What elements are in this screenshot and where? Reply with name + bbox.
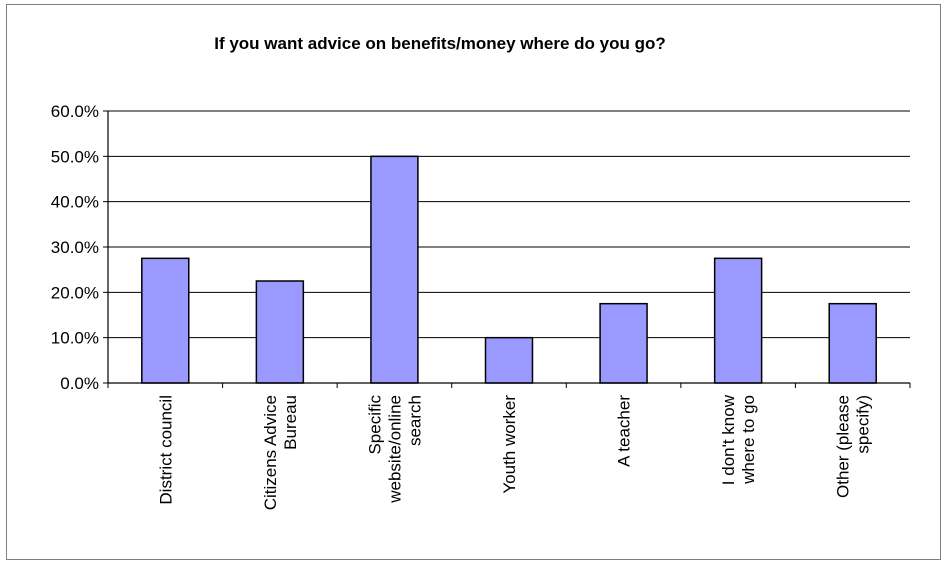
x-category-label-line: I don't know	[719, 394, 738, 485]
bars	[141, 155, 877, 384]
y-tick-label: 40.0%	[51, 193, 99, 212]
y-tick-label: 20.0%	[51, 283, 99, 302]
x-category-label-line: District council	[156, 395, 175, 505]
x-category-label-line: specify)	[854, 395, 873, 454]
x-category-label: District council	[156, 395, 175, 505]
x-category-label: Other (please specify)	[834, 395, 873, 498]
y-axis-ticks: 0.0% 10.0% 20.0% 30.0% 40.0% 50.0% 60.0%	[51, 102, 108, 393]
bar	[484, 336, 534, 384]
y-tick-label: 50.0%	[51, 147, 99, 166]
x-category-label-line: search	[405, 395, 424, 446]
x-category-label: A teacher	[615, 395, 634, 467]
bar	[370, 155, 419, 384]
x-category-label-line: A teacher	[615, 395, 634, 467]
bar	[599, 302, 648, 384]
y-tick-label: 60.0%	[51, 102, 99, 121]
x-axis-labels: District council Citizens Advice Bureau Spe…	[156, 394, 872, 510]
x-category-label-line: website/online	[385, 395, 404, 504]
x-category-label-line: Specific	[365, 395, 384, 455]
y-tick-label: 10.0%	[51, 329, 99, 348]
x-category-label: Citizens Advice Bureau	[261, 395, 300, 510]
bar	[255, 280, 305, 384]
x-category-label-line: Other (please	[834, 395, 853, 498]
bar	[828, 302, 877, 384]
x-category-label-line: Citizens Advice	[261, 395, 280, 510]
x-category-label-line: where to go	[739, 395, 758, 485]
x-category-label: Specific website/online search	[365, 395, 424, 504]
bar	[141, 257, 190, 384]
x-category-label: Youth worker	[500, 395, 519, 494]
x-category-label-line: Bureau	[281, 395, 300, 450]
chart-title: If you want advice on benefits/money whe…	[214, 34, 666, 53]
axes	[107, 111, 911, 388]
gridlines	[108, 110, 910, 339]
bar	[713, 257, 763, 384]
y-tick-label: 0.0%	[60, 374, 99, 393]
x-category-label: I don't know where to go	[719, 394, 758, 485]
x-category-label-line: Youth worker	[500, 395, 519, 494]
y-tick-label: 30.0%	[51, 238, 99, 257]
